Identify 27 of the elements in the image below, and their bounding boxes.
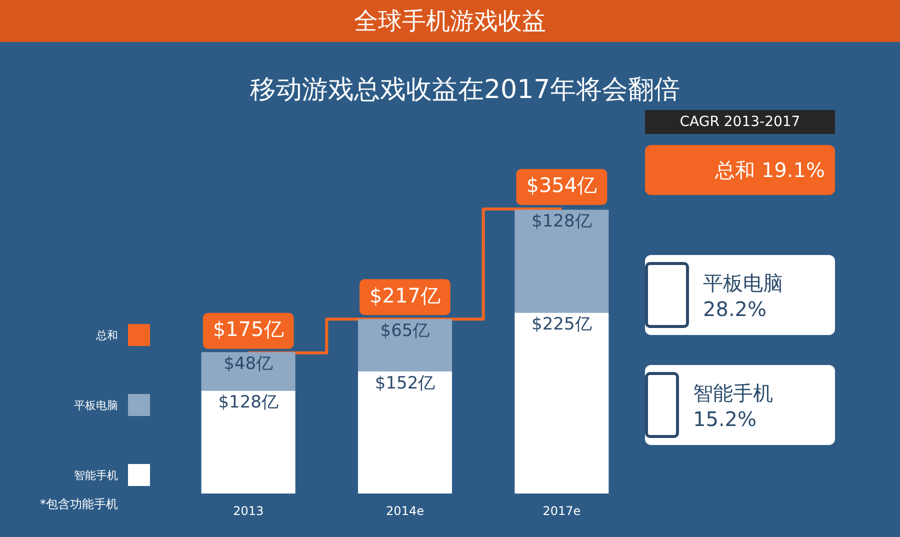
legend-label: 平板电脑 bbox=[74, 398, 118, 412]
legend-label: 总和 bbox=[96, 328, 118, 342]
bar bbox=[201, 352, 296, 391]
text: 移动游戏总戏收益在2017年将会翻倍 bbox=[250, 74, 682, 107]
data-label: $354亿 bbox=[526, 173, 598, 198]
text: 总和 19.1% bbox=[715, 156, 825, 184]
x-tick-label: 2017e bbox=[542, 504, 581, 518]
legend-label: 智能手机 bbox=[74, 468, 118, 482]
x-tick-label: 2013 bbox=[233, 504, 264, 518]
data-label: $65亿 bbox=[380, 321, 430, 342]
data-label: $152亿 bbox=[374, 373, 436, 394]
text: CAGR 2013-2017 bbox=[645, 110, 835, 134]
bar bbox=[358, 371, 452, 494]
bar bbox=[201, 390, 296, 494]
x-tick-label: 2014e bbox=[386, 504, 424, 518]
text: *包含功能手机 bbox=[40, 496, 118, 513]
data-label: $175亿 bbox=[212, 317, 284, 342]
data-label: $225亿 bbox=[532, 314, 592, 335]
bar bbox=[514, 312, 609, 494]
data-label: $48亿 bbox=[224, 354, 274, 374]
text: 平板电脑 28.2% bbox=[703, 270, 784, 320]
bar bbox=[358, 319, 452, 372]
data-label: $128亿 bbox=[532, 212, 592, 232]
bar bbox=[514, 210, 609, 313]
data-label: $128亿 bbox=[218, 392, 278, 413]
text: 智能手机 15.2% bbox=[693, 380, 774, 430]
data-label: $217亿 bbox=[370, 283, 440, 308]
